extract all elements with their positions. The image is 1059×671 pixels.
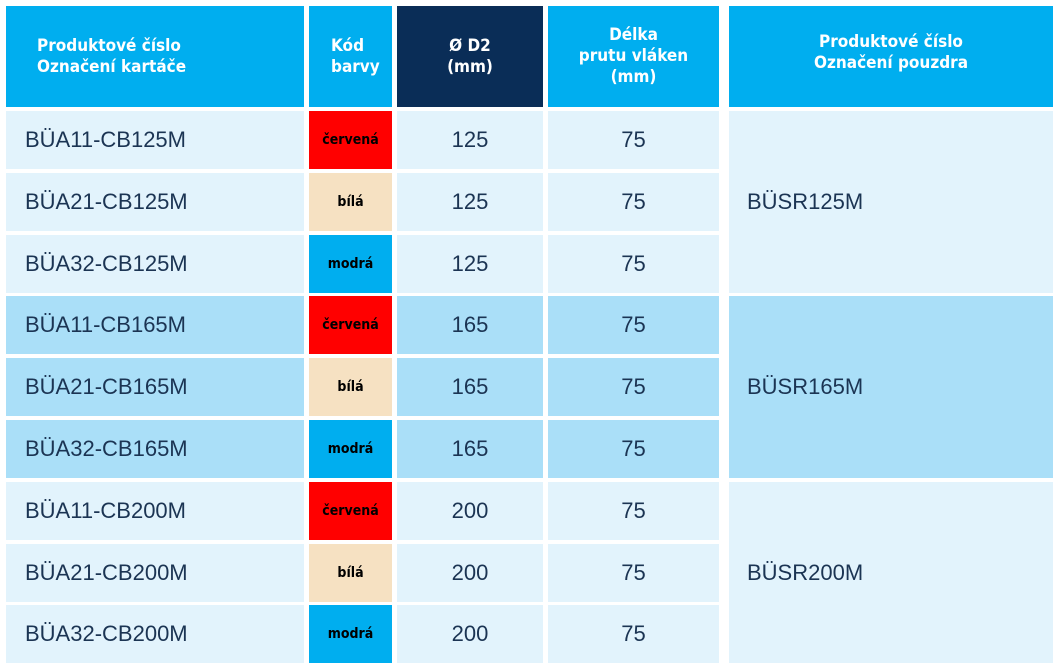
color-code-badge: modrá xyxy=(309,235,392,293)
header-length-line3: (mm) xyxy=(610,67,657,87)
product-code-cell: BÜA21-CB200M xyxy=(6,544,304,602)
header-fiber-length: Délka prutu vláken (mm) xyxy=(548,6,719,107)
fiber-length-cell: 75 xyxy=(548,173,719,231)
header-color-line2: barvy xyxy=(331,56,380,77)
diameter-cell: 165 xyxy=(397,358,543,416)
color-code-badge: bílá xyxy=(309,544,392,602)
color-code-badge: modrá xyxy=(309,605,392,663)
color-code-badge: bílá xyxy=(309,358,392,416)
product-code-cell: BÜA11-CB200M xyxy=(6,482,304,540)
diameter-cell: 165 xyxy=(397,296,543,354)
diameter-cell: 125 xyxy=(397,111,543,169)
diameter-cell: 125 xyxy=(397,173,543,231)
diameter-cell: 200 xyxy=(397,605,543,663)
color-code-badge: červená xyxy=(309,111,392,169)
color-code-badge: bílá xyxy=(309,173,392,231)
fiber-length-cell: 75 xyxy=(548,482,719,540)
product-code-cell: BÜA21-CB125M xyxy=(6,173,304,231)
diameter-cell: 125 xyxy=(397,235,543,293)
fiber-length-cell: 75 xyxy=(548,111,719,169)
diameter-cell: 200 xyxy=(397,544,543,602)
diameter-cell: 200 xyxy=(397,482,543,540)
header-housing-line2: Označení pouzdra xyxy=(813,52,969,73)
color-code-badge: červená xyxy=(309,482,392,540)
header-color-code: Kód barvy xyxy=(309,6,392,107)
fiber-length-cell: 75 xyxy=(548,296,719,354)
header-product-code: Produktové číslo Označení kartáče xyxy=(6,6,304,107)
product-code-cell: BÜA32-CB200M xyxy=(6,605,304,663)
fiber-length-cell: 75 xyxy=(548,605,719,663)
housing-code-cell: BÜSR165M xyxy=(729,296,1053,478)
product-code-cell: BÜA11-CB125M xyxy=(6,111,304,169)
header-length-line2: prutu vláken xyxy=(578,46,689,66)
diameter-cell: 165 xyxy=(397,420,543,478)
header-product-line1: Produktové číslo xyxy=(37,35,181,56)
header-color-line1: Kód xyxy=(331,35,365,56)
header-length-line1: Délka xyxy=(609,25,658,45)
product-code-cell: BÜA21-CB165M xyxy=(6,358,304,416)
housing-code-cell: BÜSR200M xyxy=(729,482,1053,663)
header-housing-line1: Produktové číslo xyxy=(819,31,963,52)
header-d2-line2: (mm) xyxy=(447,56,493,77)
fiber-length-cell: 75 xyxy=(548,544,719,602)
fiber-length-cell: 75 xyxy=(548,358,719,416)
header-d2-line1: Ø D2 xyxy=(449,35,491,56)
header-product-line2: Označení kartáče xyxy=(37,56,187,77)
fiber-length-cell: 75 xyxy=(548,420,719,478)
product-code-cell: BÜA11-CB165M xyxy=(6,296,304,354)
color-code-badge: červená xyxy=(309,296,392,354)
header-housing-code: Produktové číslo Označení pouzdra xyxy=(729,6,1053,107)
product-code-cell: BÜA32-CB165M xyxy=(6,420,304,478)
housing-code-cell: BÜSR125M xyxy=(729,111,1053,293)
fiber-length-cell: 75 xyxy=(548,235,719,293)
header-diameter: Ø D2 (mm) xyxy=(397,6,543,107)
product-code-cell: BÜA32-CB125M xyxy=(6,235,304,293)
color-code-badge: modrá xyxy=(309,420,392,478)
